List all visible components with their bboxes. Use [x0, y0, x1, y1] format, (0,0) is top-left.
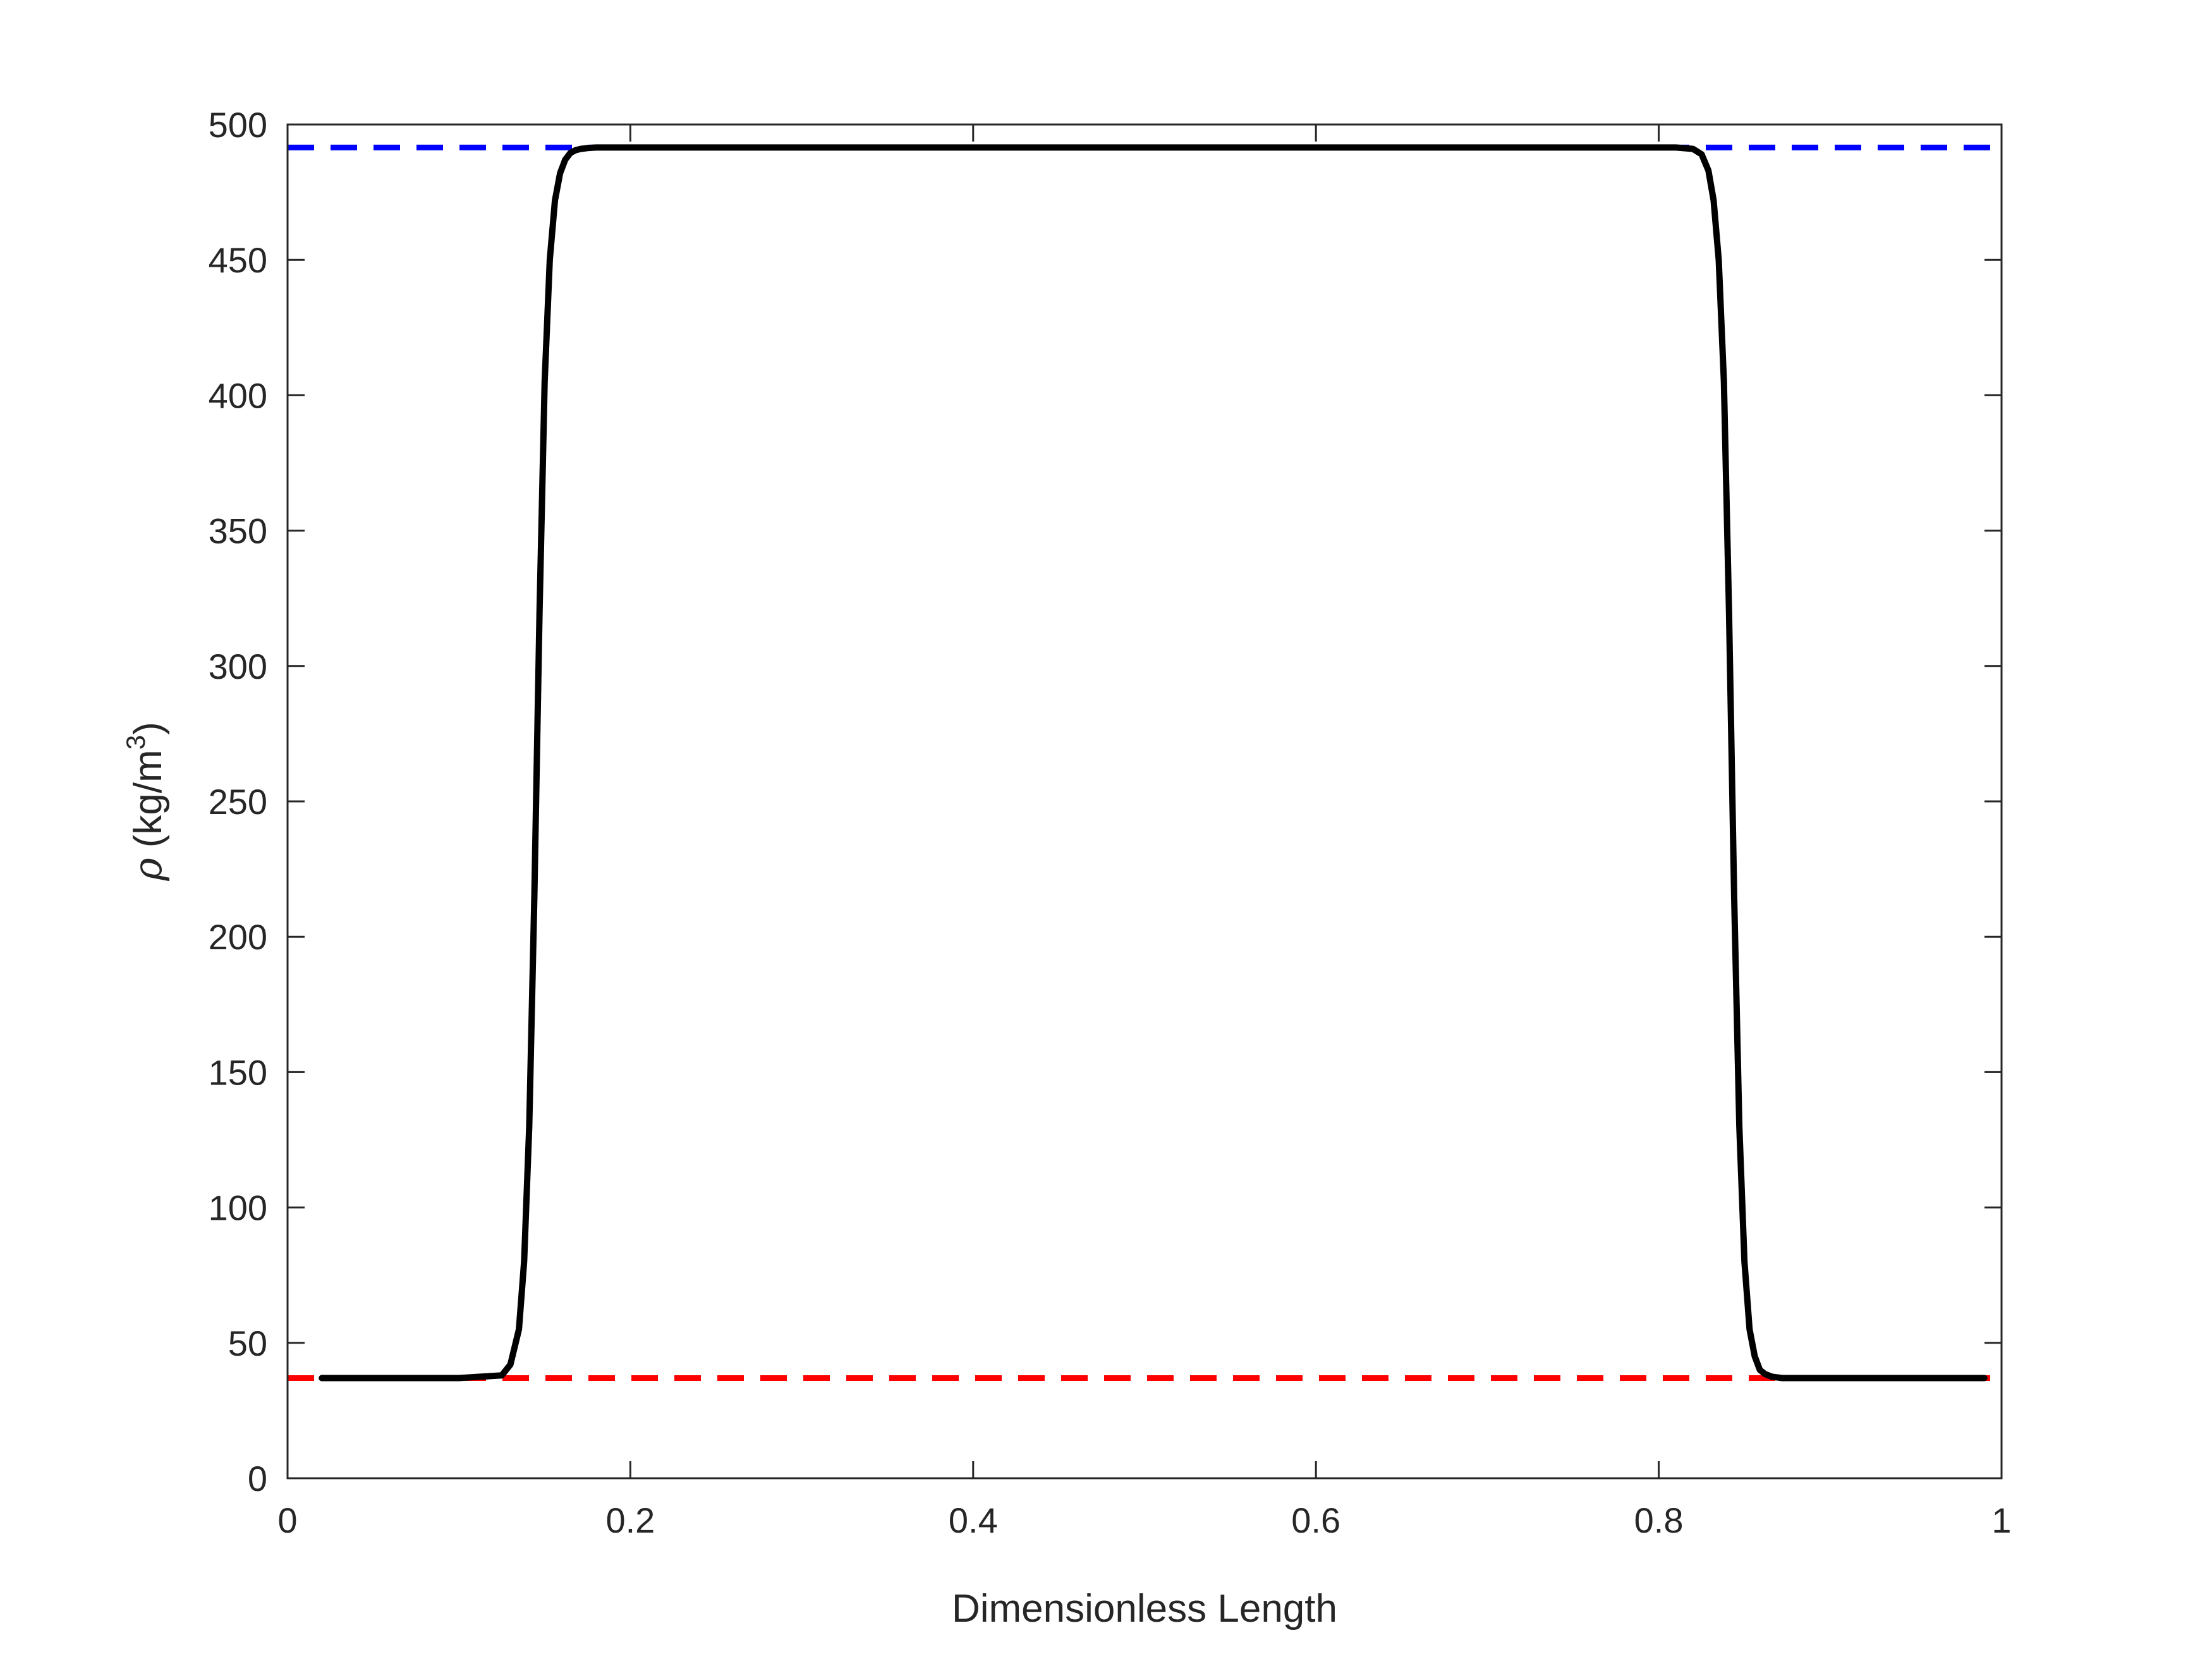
tick-labels: 0 0.2 0.4 0.6 0.8 1 0 50 100 150 200 250 300 350 400 45… — [209, 105, 2012, 1540]
y-tick-label: 200 — [209, 917, 267, 957]
x-tick-label: 0.4 — [949, 1500, 998, 1540]
y-tick-label: 250 — [209, 782, 267, 822]
y-tick-label: 450 — [209, 240, 267, 280]
y-axis-label-unit: (kg/m — [126, 750, 170, 848]
series-group — [319, 144, 1988, 1382]
y-tick-label: 300 — [209, 647, 267, 686]
y-axis-label-close: ) — [126, 722, 170, 735]
y-tick-label: 500 — [209, 105, 267, 145]
y-axis-label: ρ (kg/m3) — [121, 722, 171, 881]
x-tick-label: 0 — [277, 1500, 297, 1540]
y-tick-label: 350 — [209, 511, 267, 551]
x-tick-label: 0.6 — [1291, 1500, 1340, 1540]
y-tick-label: 400 — [209, 375, 267, 415]
y-tick-label: 150 — [209, 1052, 267, 1092]
x-tick-label: 0.8 — [1634, 1500, 1684, 1540]
x-tick-label: 0.2 — [605, 1500, 655, 1540]
y-tick-label: 0 — [248, 1459, 267, 1498]
plot-area — [288, 125, 2002, 1478]
y-axis-label-exponent: 3 — [121, 735, 150, 750]
reference-lines — [288, 144, 2002, 1381]
y-tick-label: 100 — [209, 1188, 267, 1228]
series-line-0 — [319, 144, 1988, 1382]
y-tick-label: 50 — [228, 1323, 267, 1363]
x-tick-label: 1 — [1991, 1500, 2011, 1540]
ticks — [286, 123, 2003, 1480]
x-axis-label: Dimensionless Length — [952, 1587, 1337, 1631]
y-axis-label-symbol: ρ — [125, 858, 171, 881]
